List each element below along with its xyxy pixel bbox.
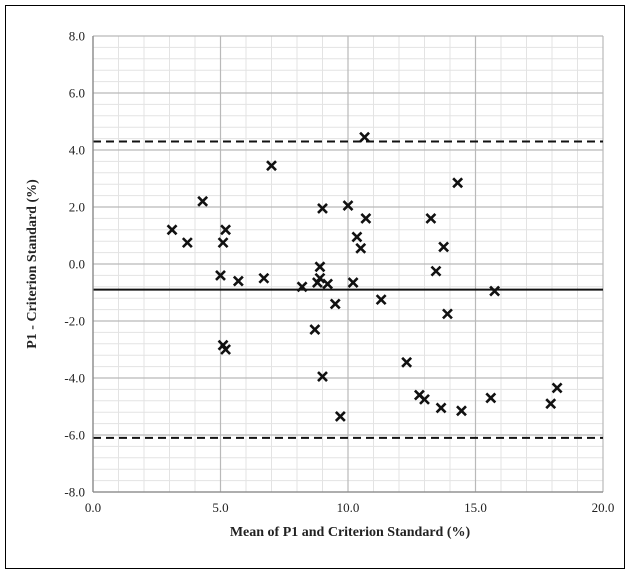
y-tick-label: 6.0 [69,86,85,101]
x-tick-labels: 0.0 5.0 10.0 15.0 20.0 [85,500,615,515]
data-point [375,294,387,306]
x-tick-label: 10.0 [337,500,360,515]
data-point [452,177,464,189]
data-point [435,402,447,414]
data-point [360,212,372,224]
data-point [232,275,244,287]
data-point [266,160,277,172]
data-point [342,200,354,211]
y-tick-label: 4.0 [69,143,85,158]
x-tick-label: 15.0 [464,500,487,515]
data-point [309,324,321,335]
y-tick-label: 0.0 [69,257,85,272]
data-point [351,231,363,243]
data-point [485,392,497,404]
data-point [166,224,178,236]
y-tick-label: -4.0 [64,371,85,386]
y-tick-label: -2.0 [64,314,85,329]
data-point [489,285,501,297]
y-tick-label: 8.0 [69,29,85,44]
data-point [258,272,270,284]
reference-lines [93,140,603,439]
data-point [215,269,226,281]
data-point [419,393,430,405]
data-point [545,398,557,410]
x-tick-label: 0.0 [85,500,101,515]
data-point [334,411,346,422]
data-point [314,272,326,284]
data-point [220,224,232,236]
data-point [217,237,229,249]
data-point [317,371,328,382]
data-point [314,261,326,273]
y-tick-label: -6.0 [64,428,85,443]
data-point [438,241,450,253]
axes [92,36,603,493]
scatter-chart: -8.0 -6.0 -4.0 -2.0 0.0 2.0 4.0 6.0 8.0 0.0 5.0 10… [25,29,615,541]
x-tick-label: 5.0 [212,500,228,515]
data-point [430,265,442,277]
major-gridlines [92,35,604,493]
data-point [456,405,467,417]
y-tick-label: -8.0 [64,485,85,500]
data-point [425,212,437,224]
data-point [551,382,563,394]
y-tick-label: 2.0 [69,200,85,215]
data-point [347,277,359,288]
x-tick-label: 20.0 [592,500,615,515]
data-point [197,195,209,207]
y-axis-label: P1 - Criterion Standard (%) [25,179,40,349]
data-point [355,242,367,254]
data-point [359,131,370,143]
data-point [181,237,193,249]
data-point [442,308,453,320]
data-point [296,281,308,293]
data-point [317,203,328,214]
data-points [166,131,563,422]
chart-frame: -8.0 -6.0 -4.0 -2.0 0.0 2.0 4.0 6.0 8.0 0.0 5.0 10… [5,5,625,569]
data-point [329,298,341,310]
data-point [220,344,232,355]
x-axis-label: Mean of P1 and Criterion Standard (%) [230,525,471,540]
data-point [322,278,334,290]
y-tick-labels: -8.0 -6.0 -4.0 -2.0 0.0 2.0 4.0 6.0 8.0 [64,29,85,500]
data-point [401,356,413,368]
